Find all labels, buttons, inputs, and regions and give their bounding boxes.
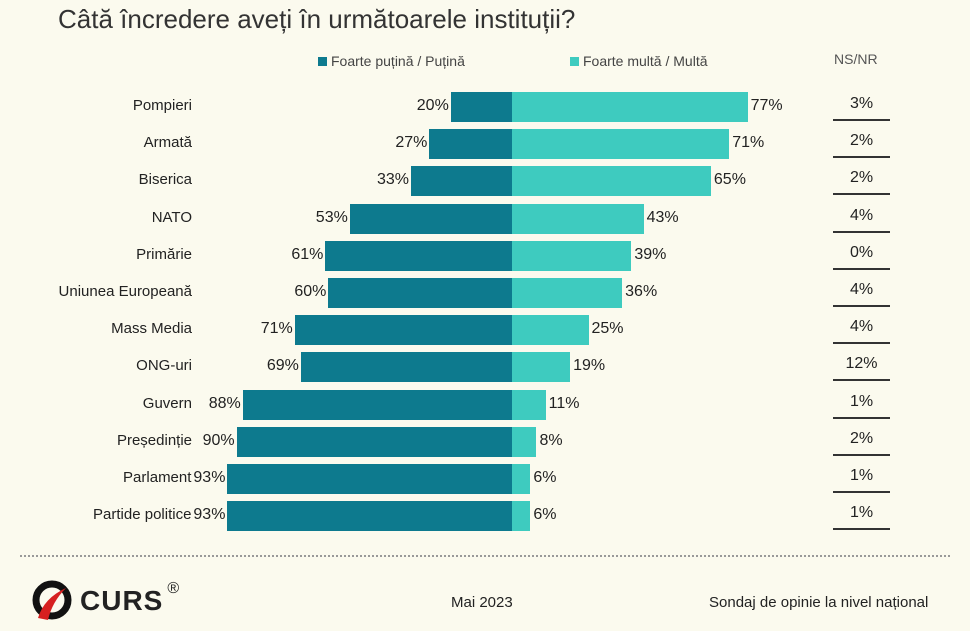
value-label-high: 6% (533, 469, 557, 486)
value-label-high: 43% (646, 208, 679, 226)
category-label: Uniunea Europeană (58, 283, 192, 300)
bar-high (512, 92, 748, 122)
value-label-low: 90% (202, 431, 235, 449)
category-label: Pompieri (132, 97, 192, 114)
nsnr-value: 3% (833, 95, 890, 121)
logo-text: CURS (80, 585, 164, 616)
curs-logo: CURS ® (30, 580, 179, 622)
bar-high (512, 464, 531, 494)
category-label: Biserica (138, 171, 192, 189)
bar-high (512, 501, 531, 532)
value-label-high: 8% (539, 431, 563, 449)
bar-high (512, 203, 644, 234)
legend-item-low: Foarte puțină / Puțină (318, 53, 465, 69)
category-label: Armată (143, 134, 192, 152)
nsnr-value: 1% (833, 467, 890, 493)
value-label-high: 65% (713, 171, 746, 189)
value-label-low: 60% (294, 283, 327, 300)
nsnr-value: 2% (833, 132, 890, 159)
bar-high (512, 426, 537, 457)
category-label: ONG-uri (136, 357, 192, 375)
value-label-high: 19% (573, 357, 606, 375)
nsnr-value: 1% (833, 393, 890, 419)
value-label-low: 88% (208, 394, 241, 412)
bar-high (512, 315, 589, 346)
bar-high (512, 389, 546, 420)
nsnr-value: 4% (833, 318, 890, 345)
category-label: Primărie (136, 245, 192, 263)
survey-date: Mai 2023 (451, 594, 513, 611)
value-label-low: 69% (266, 357, 299, 375)
bar-low (325, 240, 512, 271)
value-label-low: 33% (377, 171, 410, 189)
value-label-low: 20% (416, 97, 449, 114)
nsnr-value: 0% (833, 244, 890, 270)
bar-low (300, 352, 512, 383)
bar-low (227, 501, 512, 532)
value-label-high: 6% (533, 506, 557, 524)
bar-low (227, 464, 512, 494)
bar-high (512, 166, 711, 197)
legend-swatch (570, 56, 579, 66)
value-label-low: 27% (395, 134, 428, 152)
category-label: Guvern (142, 394, 192, 412)
registered-mark: ® (167, 580, 180, 597)
nsnr-value: 2% (833, 169, 890, 196)
value-label-high: 25% (591, 320, 624, 338)
bar-chart: Pompieri 20% 77% 3% Armată 27% 71% 2% Biserica 33… (58, 92, 890, 532)
bar-low (294, 315, 512, 346)
value-label-low: 93% (193, 506, 226, 524)
survey-note: Sondaj de opinie la nivel național (709, 594, 929, 611)
bar-low (429, 129, 512, 160)
bar-low (349, 203, 512, 234)
legend-item-high: Foarte multă / Multă (570, 53, 708, 69)
category-label: Partide politice (93, 506, 192, 524)
bar-high (512, 278, 623, 308)
nsnr-value: 4% (833, 281, 890, 307)
divider (20, 555, 950, 557)
value-label-high: 39% (634, 245, 667, 263)
bar-high (512, 352, 571, 383)
value-label-high: 77% (750, 97, 783, 114)
value-label-high: 71% (732, 134, 765, 152)
bar-high (512, 129, 730, 160)
bar-low (328, 278, 512, 308)
value-label-low: 61% (291, 245, 324, 263)
value-label-low: 71% (260, 320, 293, 338)
nsnr-value: 2% (833, 430, 890, 456)
value-label-low: 93% (193, 469, 226, 486)
nsnr-value: 1% (833, 504, 890, 531)
bar-low (242, 389, 512, 420)
value-label-low: 53% (315, 208, 348, 226)
legend-label: Foarte multă / Multă (583, 53, 708, 69)
bar-high (512, 240, 632, 271)
category-label: NATO (151, 208, 192, 226)
bar-low (450, 92, 512, 122)
curs-logo-icon (32, 580, 72, 620)
value-label-high: 11% (548, 394, 580, 412)
bar-low (411, 166, 512, 197)
bar-low (236, 426, 512, 457)
category-label: Parlament (123, 469, 192, 486)
nsnr-header: NS/NR (834, 51, 878, 67)
legend-swatch (318, 56, 327, 66)
category-label: Președinție (116, 431, 192, 449)
nsnr-value: 12% (833, 355, 890, 382)
category-label: Mass Media (111, 320, 192, 338)
nsnr-value: 4% (833, 207, 890, 233)
chart-title: Câtă încredere aveți în următoarele inst… (58, 4, 576, 34)
legend-label: Foarte puțină / Puțină (331, 53, 465, 69)
value-label-high: 36% (625, 283, 658, 300)
